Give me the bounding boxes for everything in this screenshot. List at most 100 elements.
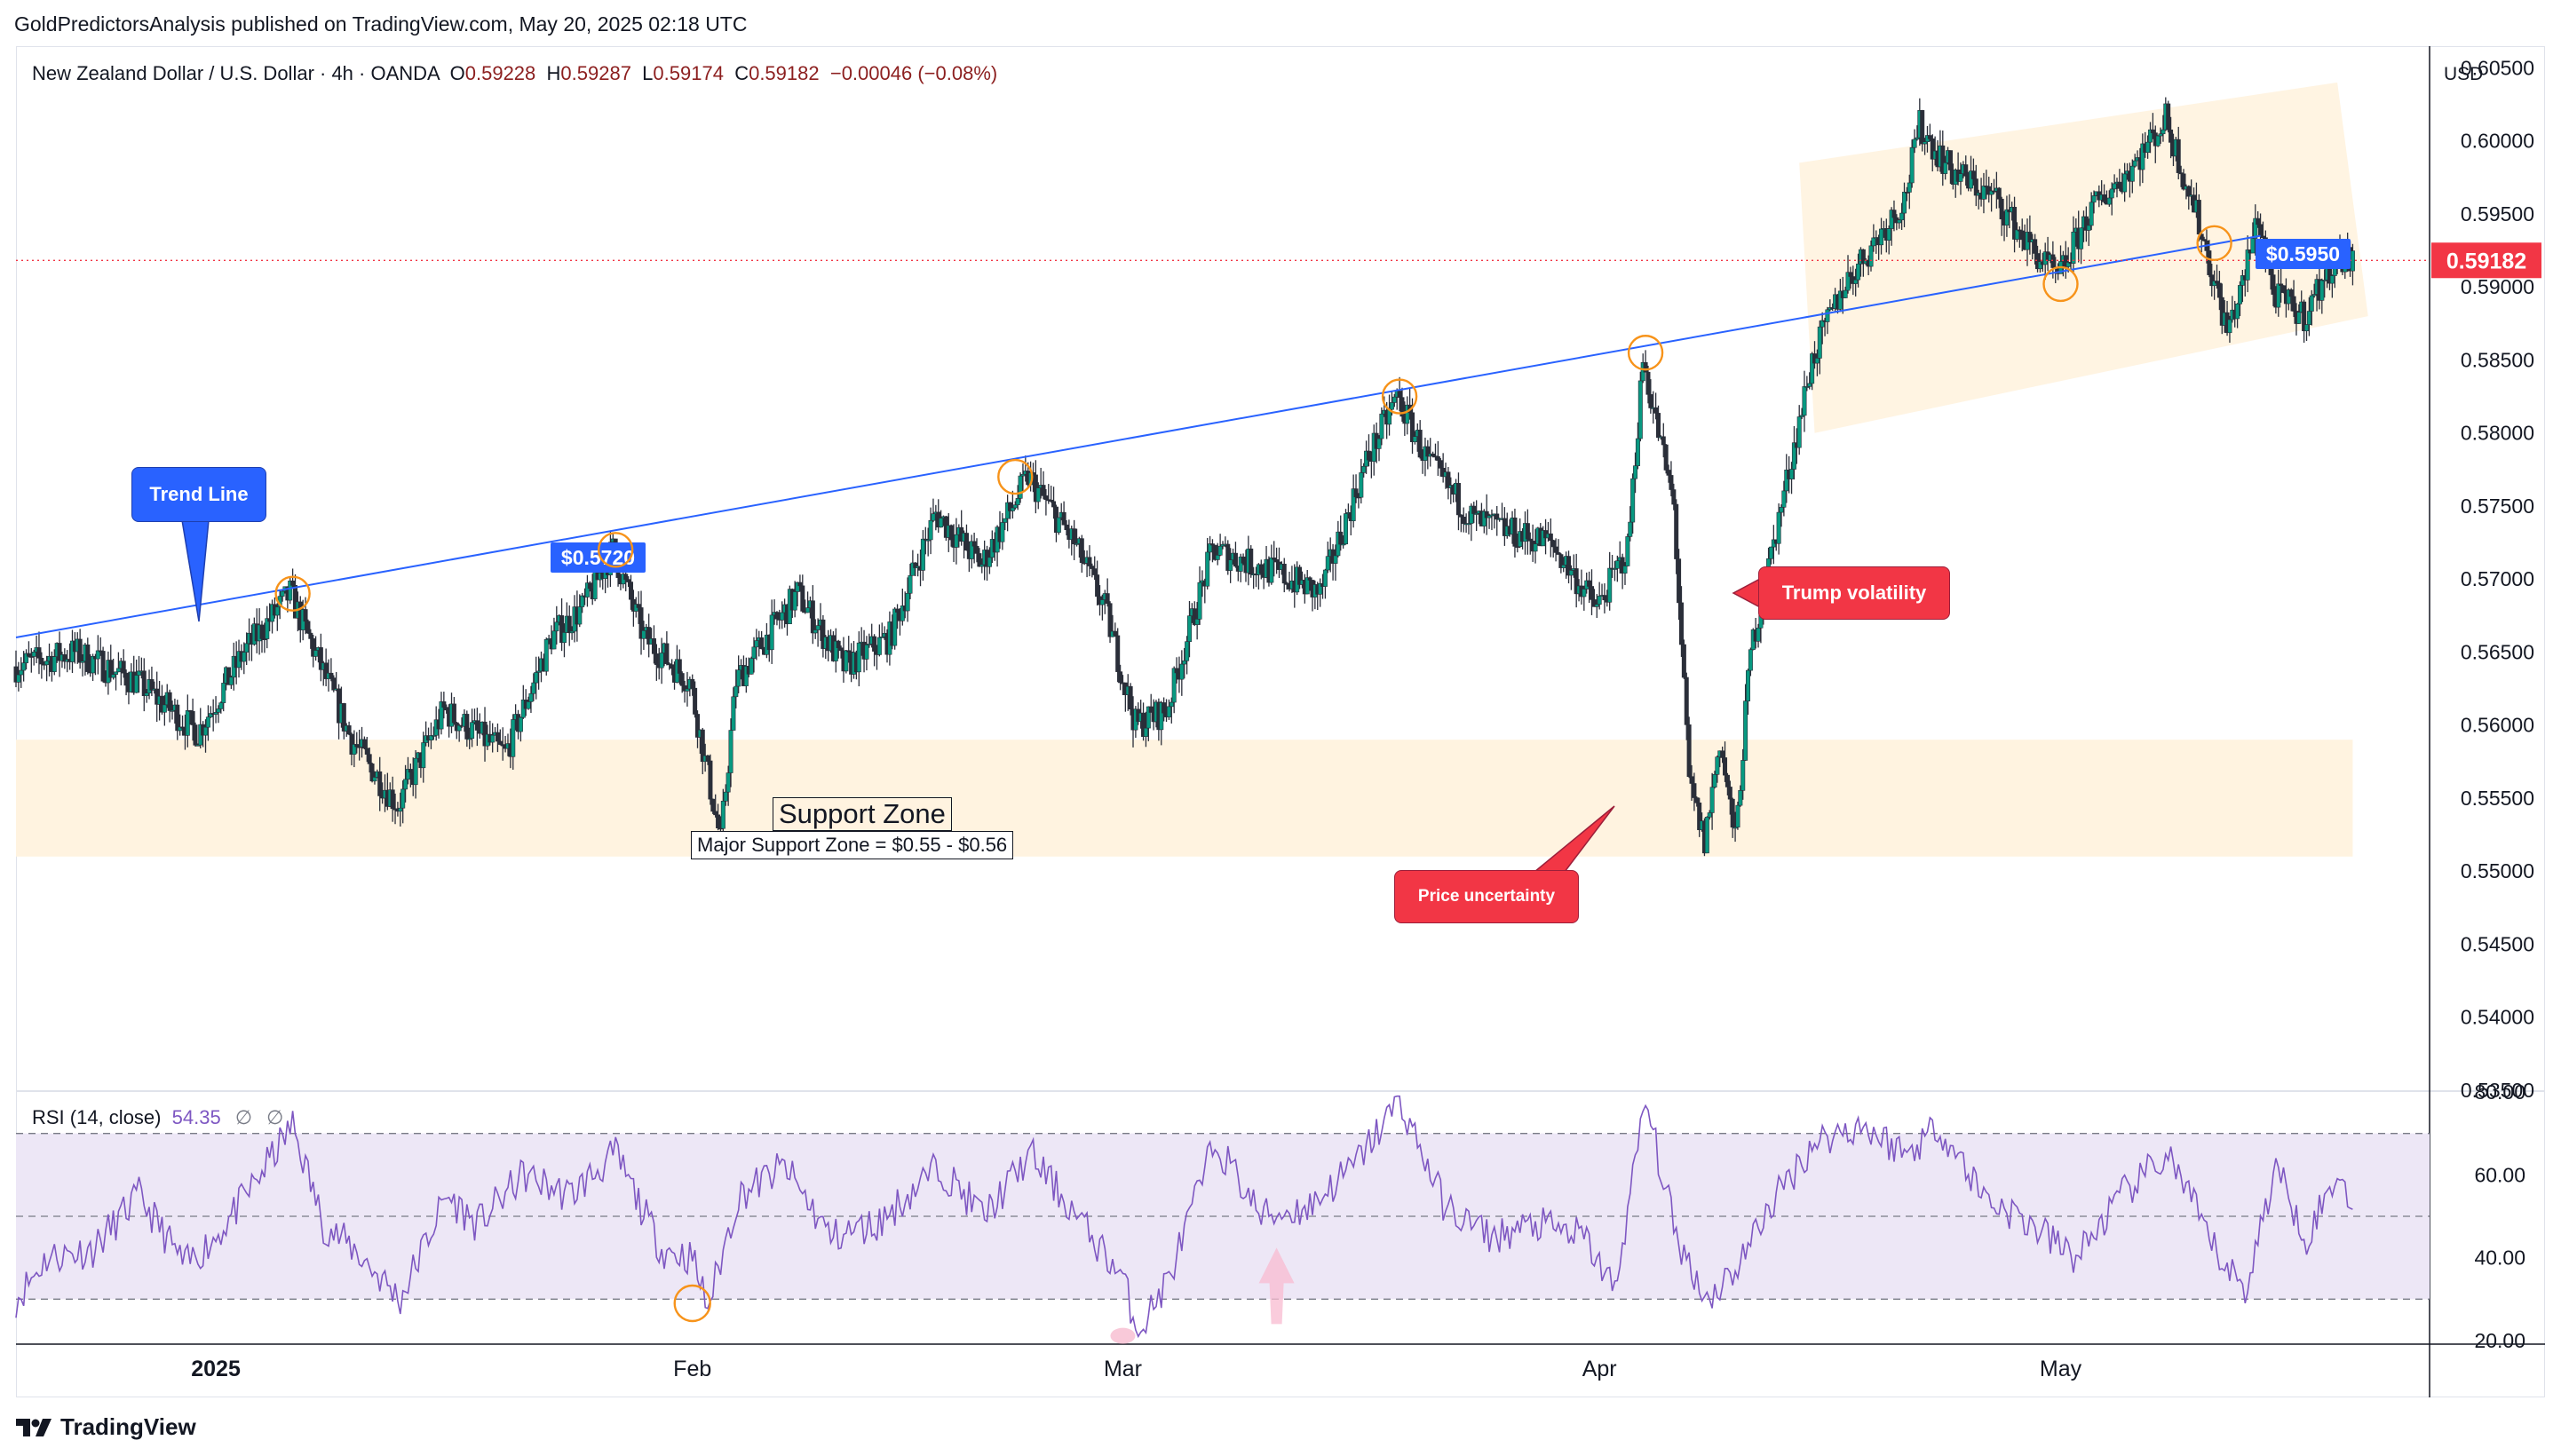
candle-body	[2281, 285, 2287, 293]
candle-body	[1015, 498, 1020, 506]
candle-body	[341, 703, 346, 732]
candle-body	[963, 533, 969, 551]
chart-frame	[16, 46, 2545, 1397]
candle-body	[190, 710, 195, 725]
candle-body	[1897, 219, 1902, 224]
candle-body	[810, 600, 815, 634]
candle-body	[136, 670, 141, 676]
candle-body	[1217, 545, 1223, 556]
candle-body	[1043, 495, 1049, 501]
time-tick: Mar	[1104, 1357, 1142, 1381]
rsi-legend[interactable]: RSI (14, close) 54.35 ∅ ∅	[32, 1106, 283, 1129]
candle-body	[913, 562, 918, 568]
candle-body	[1817, 326, 1822, 359]
candle-body	[1989, 190, 1994, 195]
candle-body	[1671, 489, 1677, 505]
candle-body	[1633, 465, 1638, 479]
candle-body	[543, 639, 549, 672]
candle-body	[1446, 471, 1451, 488]
candle-body	[1776, 511, 1781, 544]
candle-body	[1856, 263, 1861, 281]
candle-body	[2083, 216, 2089, 231]
candle-body	[1666, 470, 1671, 476]
candle-body	[495, 732, 500, 742]
candle-body	[1810, 353, 1815, 384]
candle-body	[2063, 255, 2068, 267]
candle-body	[1431, 453, 1436, 457]
candle-body	[2050, 254, 2056, 268]
candle-body	[2319, 280, 2325, 301]
candle-body	[723, 791, 728, 802]
candle-body	[2037, 261, 2042, 270]
candle-body	[1825, 309, 1830, 322]
candle-body	[1566, 556, 1572, 576]
candle-body	[910, 562, 916, 576]
tradingview-wordmark: TradingView	[60, 1413, 196, 1440]
candle-body	[815, 625, 821, 630]
candle-body	[2178, 172, 2184, 175]
candle-body	[1008, 502, 1013, 511]
candle-body	[1238, 556, 1243, 572]
candle-body	[111, 674, 116, 678]
candle-body	[441, 701, 447, 708]
candle-body	[2089, 202, 2094, 226]
candle-body	[561, 632, 567, 644]
price-tick: 0.54000	[2461, 1006, 2534, 1029]
candle-body	[497, 740, 503, 745]
candle-body	[1802, 386, 1807, 416]
candle-body	[1197, 582, 1202, 620]
candle-body	[813, 629, 818, 634]
candle-body	[836, 640, 841, 649]
candle-body	[1056, 517, 1061, 534]
candle-body	[2209, 274, 2215, 287]
candle-body	[2012, 207, 2018, 240]
candle-body	[844, 650, 849, 672]
tradingview-logo[interactable]: TradingView	[16, 1413, 196, 1441]
candle-body	[1912, 138, 1917, 148]
candle-body	[1845, 272, 1851, 291]
candle-body	[44, 661, 50, 666]
candle-body	[1553, 546, 1558, 553]
candle-body	[1458, 514, 1463, 518]
rsi-line	[15, 1095, 2353, 1339]
rsi-layer: 80.00 60.00 40.00 20.00	[15, 1080, 2525, 1352]
candle-body	[900, 605, 905, 621]
candle-body	[1970, 170, 1976, 179]
candle-body	[2302, 301, 2307, 332]
candle-body	[1740, 760, 1746, 791]
candle-body	[1899, 212, 1905, 221]
candle-body	[1625, 536, 1630, 566]
candle-body	[954, 534, 959, 548]
candle-body	[1879, 228, 1884, 246]
candle-body	[1868, 245, 1874, 267]
candle-body	[2215, 281, 2220, 284]
currency-label[interactable]: USD	[2444, 64, 2484, 84]
candle-body	[108, 660, 114, 678]
symbol-legend[interactable]: New Zealand Dollar / U.S. Dollar · 4h · …	[32, 62, 997, 85]
zones-layer	[16, 82, 2368, 857]
candle-body	[2240, 275, 2245, 286]
candle-body	[221, 683, 226, 703]
candle-body	[408, 769, 413, 773]
candle-body	[2065, 262, 2071, 267]
candle-body	[1353, 488, 1359, 498]
candle-body	[659, 653, 664, 669]
candle-body	[2176, 138, 2181, 173]
candle-body	[1527, 538, 1533, 542]
candle-body	[554, 621, 559, 632]
candle-body	[308, 632, 313, 639]
candle-body	[651, 638, 656, 654]
candle-body	[2250, 238, 2256, 254]
candle-body	[928, 519, 933, 541]
candle-body	[716, 814, 721, 828]
candle-body	[1904, 192, 1909, 194]
candle-body	[1720, 750, 1725, 758]
candle-body	[26, 653, 31, 657]
symbol-name: New Zealand Dollar / U.S. Dollar · 4h · …	[32, 62, 440, 84]
support-zone-label: Major Support Zone = $0.55 - $0.56	[691, 831, 1014, 859]
price-tick: 0.55000	[2461, 859, 2534, 882]
candle-body	[1602, 595, 1607, 601]
candle-body	[2291, 296, 2296, 312]
candle-body	[1981, 186, 1986, 200]
